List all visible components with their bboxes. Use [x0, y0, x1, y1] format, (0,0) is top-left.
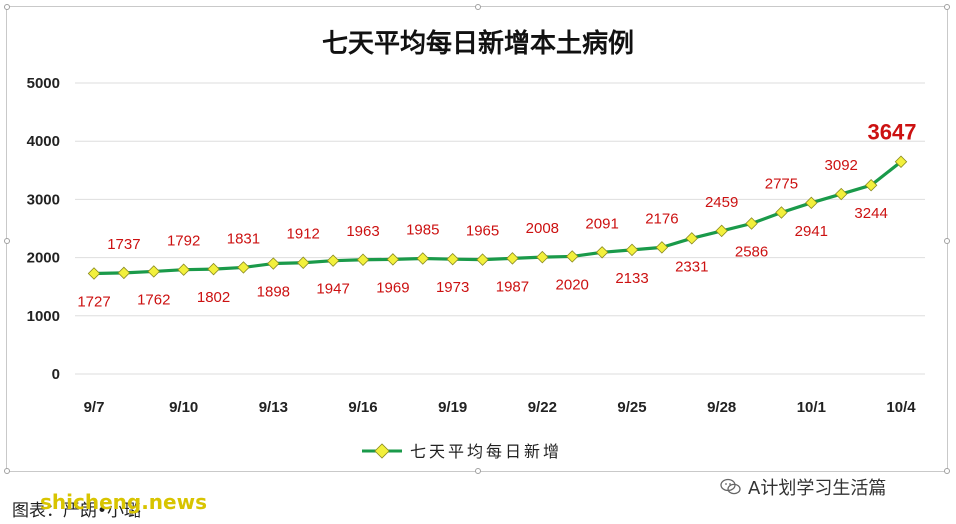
wechat-account[interactable]: A计划学习生活篇 [720, 474, 886, 500]
data-label: 2020 [556, 276, 589, 293]
data-point [685, 232, 699, 245]
data-point [117, 266, 131, 280]
x-tick-label: 9/13 [259, 399, 288, 416]
data-point [446, 252, 459, 266]
data-label: 2008 [526, 220, 559, 237]
x-axis: 9/7 9/10 9/13 9/16 9/19 9/22 9/25 9/28 10/1 10/4 [84, 399, 917, 416]
wechat-icon [720, 478, 742, 496]
resize-handle-bottom-left[interactable] [4, 468, 10, 474]
data-point [834, 187, 848, 201]
data-point [625, 243, 639, 257]
data-label: 1762 [137, 291, 170, 308]
x-tick-label: 9/22 [528, 399, 557, 416]
x-tick-label: 9/25 [617, 399, 646, 416]
x-tick-label: 9/19 [438, 399, 467, 416]
data-point [237, 261, 250, 274]
data-point [506, 252, 519, 265]
x-tick-label: 10/1 [797, 399, 826, 416]
data-label: 2091 [585, 215, 618, 232]
resize-handle-bottom-right[interactable] [944, 468, 950, 474]
data-label: 1737 [107, 236, 140, 253]
series-line-path [93, 160, 902, 276]
wechat-account-name: A计划学习生活篇 [748, 478, 887, 499]
legend-marker-swatch [374, 443, 390, 459]
resize-handle-bottom[interactable] [475, 468, 481, 474]
data-point [595, 246, 609, 259]
data-point [177, 263, 190, 276]
x-tick-label: 10/4 [886, 399, 916, 416]
x-tick-label: 9/10 [169, 399, 198, 416]
data-label: 1727 [77, 293, 110, 310]
data-label: 1831 [227, 230, 260, 247]
data-point [805, 196, 818, 210]
resize-handle-top-right[interactable] [944, 4, 950, 10]
data-label: 2775 [765, 175, 798, 192]
resize-handle-right[interactable] [944, 238, 950, 244]
data-label: 1973 [436, 279, 469, 296]
data-label: 3647 [868, 120, 917, 145]
data-label: 1965 [466, 223, 499, 240]
data-point [536, 250, 549, 264]
data-point [655, 241, 669, 254]
data-label: 1969 [376, 279, 409, 296]
y-tick-label: 0 [52, 366, 60, 383]
y-axis: 0 1000 2000 3000 4000 5000 [27, 75, 60, 383]
y-tick-label: 4000 [27, 133, 60, 150]
data-point [715, 224, 728, 238]
chart-frame [4, 4, 950, 474]
resize-handle-left[interactable] [4, 238, 10, 244]
data-label: 1898 [257, 284, 290, 301]
x-tick-label: 9/28 [707, 399, 736, 416]
data-label: 2941 [795, 223, 828, 240]
data-label: 2459 [705, 194, 738, 211]
data-label: 3092 [825, 157, 858, 174]
data-point [296, 256, 310, 269]
x-tick-label: 9/7 [84, 399, 105, 416]
data-label: 1792 [167, 233, 200, 250]
x-tick-label: 9/16 [348, 399, 377, 416]
site-watermark: shicheng.news [40, 490, 207, 514]
y-tick-label: 1000 [27, 308, 60, 325]
data-labels: 1727 1737 1762 1792 1802 1831 1898 1912 1947 1963… [77, 120, 916, 311]
legend: 七天平均每日新增 [362, 442, 562, 461]
data-point [864, 178, 878, 192]
data-point [326, 254, 340, 267]
resize-handle-top-left[interactable] [4, 4, 10, 10]
series-line [93, 160, 902, 276]
data-point [147, 265, 161, 278]
data-point [267, 257, 280, 270]
chart-title: 七天平均每日新增本土病例 [322, 28, 634, 59]
data-point [745, 217, 758, 230]
data-label: 2586 [735, 243, 768, 260]
data-label: 1802 [197, 289, 230, 306]
legend-label: 七天平均每日新增 [410, 442, 562, 461]
data-label: 3244 [854, 205, 887, 222]
data-label: 1985 [406, 221, 439, 238]
data-point [775, 206, 788, 219]
data-point [356, 253, 370, 266]
data-label: 1987 [496, 278, 529, 295]
data-point [476, 253, 489, 266]
data-point [416, 252, 430, 265]
data-point [87, 267, 101, 280]
credit-text: 图表：严朗•小璐 [12, 501, 142, 521]
y-tick-label: 3000 [27, 191, 60, 208]
data-label: 1947 [316, 281, 349, 298]
data-label: 1912 [287, 226, 320, 243]
data-label: 1963 [346, 223, 379, 240]
series-markers [87, 155, 908, 280]
data-point [386, 253, 400, 266]
resize-handle-top[interactable] [475, 4, 481, 10]
data-point [565, 250, 579, 263]
data-point [207, 262, 220, 276]
data-label: 2331 [675, 258, 708, 275]
y-tick-label: 5000 [27, 75, 60, 92]
y-tick-label: 2000 [27, 250, 60, 267]
data-label: 2176 [645, 210, 678, 227]
data-label: 2133 [615, 270, 648, 287]
data-point [894, 155, 908, 168]
